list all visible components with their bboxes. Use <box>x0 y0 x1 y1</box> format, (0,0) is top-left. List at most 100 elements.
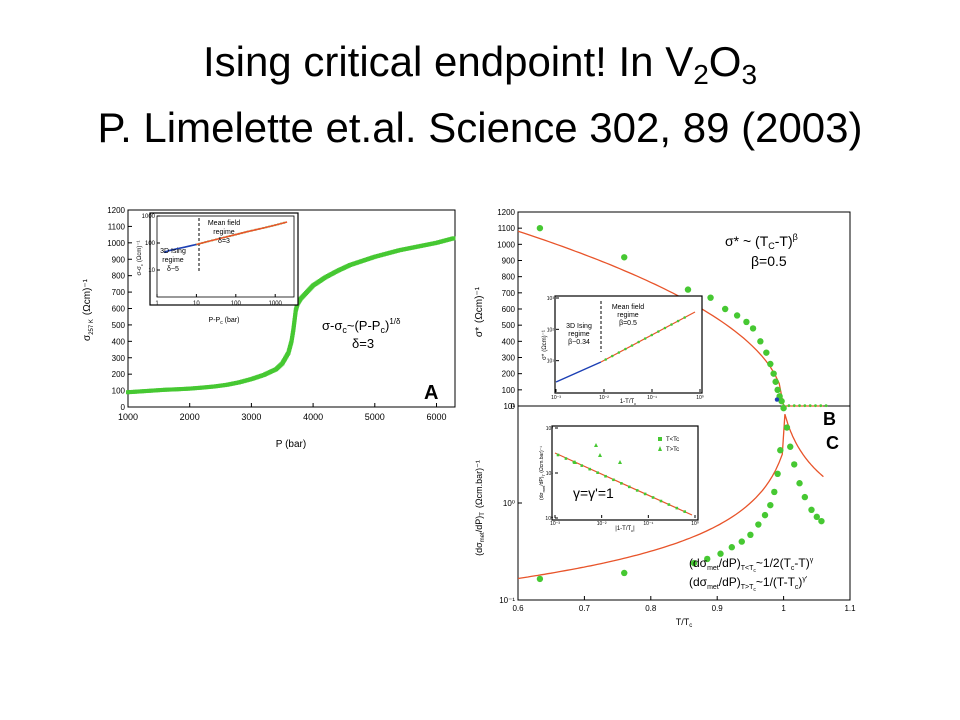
chart-b-point <box>743 318 750 326</box>
chart-c-point <box>755 521 762 528</box>
chart-a-inset-regime-right: Mean field regime δ=3 <box>208 220 240 245</box>
chart-b-annotation-line1: σ* ~ (TC-T)β <box>725 232 798 251</box>
chart-b-ytick-label: 900 <box>502 257 516 266</box>
chart-b-inset-point <box>683 316 686 319</box>
chart-c-xlabel: T/Tc <box>676 617 693 629</box>
chart-b-point <box>621 254 628 261</box>
chart-a-xtick-label: 2000 <box>180 412 200 422</box>
chart-a-ytick-label: 1000 <box>107 239 125 248</box>
chart-c-ytick-label: 10⁰ <box>503 499 515 508</box>
chart-a-inset-ylabel: σ-σc(Ωcm)⁻¹ <box>137 240 144 275</box>
chart-c-inset-ytick-label: 10¹ <box>546 471 554 477</box>
chart-b-point <box>774 386 781 394</box>
chart-c-point <box>780 404 787 412</box>
chart-c-point <box>747 531 754 539</box>
chart-c-point <box>761 511 769 519</box>
chart-a-inset-meanfield-line <box>196 221 288 246</box>
chart-c-point <box>690 559 698 567</box>
chart-a-inset-regime-left: 3D Ising regime δ~5 <box>160 248 186 273</box>
chart-c-inset-point <box>572 460 576 464</box>
chart-b-inset-ytick-label: 10¹ <box>547 359 555 365</box>
chart-b-inset-ytick-label: 10² <box>547 327 555 333</box>
chart-b-inset-xtick-label: 10⁰ <box>696 395 704 401</box>
chart-c-inset-point <box>643 492 647 496</box>
chart-a-ticks: 1000 2000 3000 4000 5000 6000 0 100 200 300 400 500… <box>107 206 446 422</box>
chart-a-ytick-label: 300 <box>112 354 126 363</box>
chart-c-inset-gamma-label: γ=γ'=1 <box>573 485 614 501</box>
chart-b-inset-meanfield-line <box>600 311 696 363</box>
chart-a-xtick-label: 4000 <box>303 412 323 422</box>
chart-c-point <box>704 555 711 563</box>
chart-b-inset-point <box>670 323 673 326</box>
chart-b-ylabel: σ*(Ωcm)⁻¹ <box>474 286 485 337</box>
chart-a-point <box>451 236 456 241</box>
chart-c-inset-ytick-label: 10⁰ <box>545 516 553 522</box>
chart-c-formula1: (dσmet/dP)T<Tc~1/2(Tc-T)γ <box>689 556 814 574</box>
chart-b-inset: 10⁻³ 10⁻² 10⁻¹ 10⁰ 10¹ 10² 10³ 3D Ising regime β… <box>542 295 704 406</box>
chart-b-inset-xtick-label: 10⁻³ <box>551 395 561 401</box>
chart-c-inset-xtick-label: 10⁻³ <box>550 521 560 527</box>
chart-b-point <box>792 404 796 408</box>
chart-c-inset-point <box>598 453 602 457</box>
chart-b-inset-points <box>604 316 686 361</box>
chart-a-ytick-label: 900 <box>112 255 126 264</box>
chart-c-xtick-label: 1 <box>781 604 786 613</box>
chart-c-formula2: (dσmet/dP)T>Tc~1/(T-Tc)γ' <box>689 575 807 593</box>
chart-a-ytick-label: 1100 <box>108 222 126 231</box>
chart-b-point <box>707 294 714 301</box>
chart-b-inset-point <box>630 344 634 347</box>
chart-b-ytick-label: 100 <box>502 386 516 395</box>
chart-a-ytick-label: 500 <box>112 321 126 330</box>
chart-a-inset-ytick-label: 100 <box>145 241 156 247</box>
chart-c-inset-point <box>596 471 599 474</box>
chart-b-point <box>774 397 780 402</box>
chart-a-ytick-label: 100 <box>112 387 126 396</box>
chart-c-inset-xlabel: |1-T/Tc| <box>615 526 635 533</box>
chart-c-inset-legend-label-1: T<Tc <box>666 437 679 443</box>
chart-c-point <box>796 480 803 487</box>
chart-c-inset-point <box>580 464 584 467</box>
chart-c-inset-xtick-label: 10⁻² <box>597 521 607 527</box>
chart-c-inset-point <box>635 489 639 492</box>
chart-c-xtick-label: 0.8 <box>645 604 657 613</box>
chart-c-points <box>536 404 825 583</box>
chart-b-ytick-label: 600 <box>502 305 516 314</box>
chart-c-point <box>621 569 628 577</box>
chart-a-inset-ytick-label: 1000 <box>142 214 156 220</box>
chart-c-inset-legend-label-2: T>Tc <box>666 447 679 453</box>
chart-a-ytick-label: 400 <box>112 337 126 346</box>
chart-b-inset-ising-line <box>555 361 602 383</box>
chart-a-inset-plotarea <box>156 215 295 298</box>
chart-b-point <box>798 404 801 408</box>
chart-b-ytick-label: 1200 <box>497 208 515 217</box>
chart-b-panel-label: B <box>823 409 836 429</box>
chart-b-ytick-label: 1000 <box>497 240 515 249</box>
chart-c-inset-point <box>564 457 568 460</box>
chart-a-series <box>126 236 456 395</box>
chart-b-inset-xlabel: 1-T/Tc <box>620 399 636 406</box>
chart-b-points <box>536 224 828 408</box>
chart-c-inset-point <box>588 467 591 471</box>
chart-b-inset-point <box>610 354 614 358</box>
chart-c-xtick-label: 0.6 <box>512 604 524 613</box>
chart-b-point <box>808 404 812 408</box>
chart-c-inset-point <box>556 453 560 457</box>
chart-b-inset-point <box>604 358 607 361</box>
chart-b-point <box>536 224 544 232</box>
chart-a-ytick-label: 0 <box>121 403 126 412</box>
chart-c-panel-label: C <box>826 433 839 453</box>
chart-b-point <box>803 404 807 408</box>
chart-b-inset-xtick-label: 10⁻¹ <box>647 395 657 401</box>
chart-c-xtick-label: 1.1 <box>844 604 856 613</box>
chart-b-ytick-label: 700 <box>502 289 516 298</box>
chart-b-annotation-line2: β=0.5 <box>751 253 787 269</box>
chart-c-point <box>738 538 745 545</box>
chart-b-point <box>778 397 785 405</box>
chart-a-ytick-label: 600 <box>112 305 126 314</box>
chart-a-xtick-label: 5000 <box>365 412 385 422</box>
chart-c-inset-point <box>594 443 598 447</box>
chart-b-point <box>757 338 764 345</box>
chart-a-inset-frame <box>149 212 299 306</box>
chart-c-inset-xtick-label: 10⁻¹ <box>643 521 653 527</box>
